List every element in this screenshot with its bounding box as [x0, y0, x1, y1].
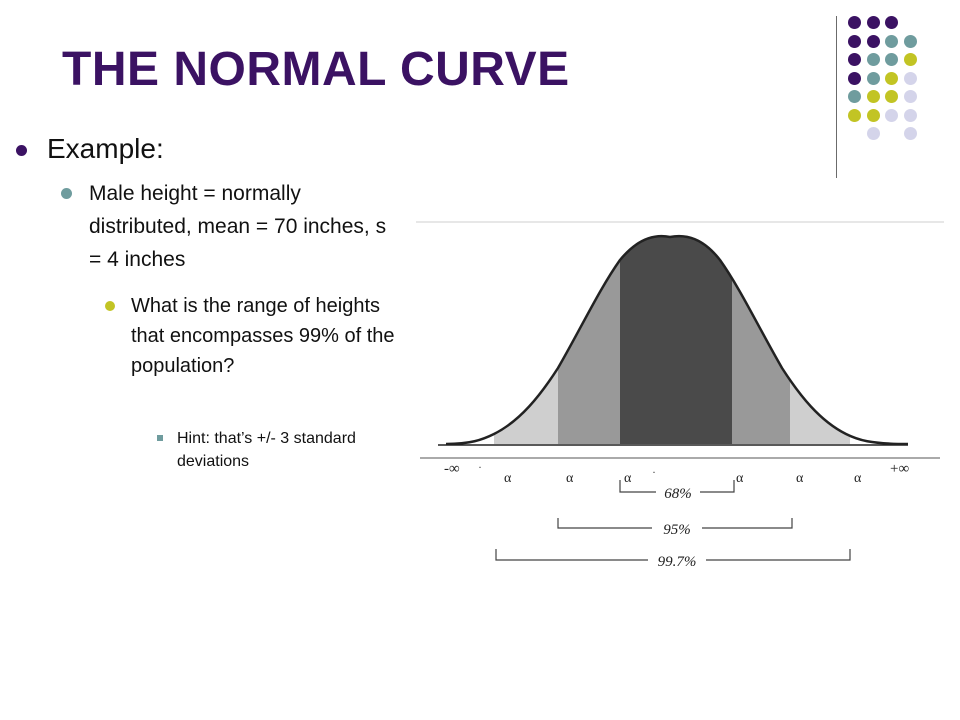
- axis-dot: ·: [478, 460, 482, 474]
- divider-line: [836, 16, 837, 178]
- decorative-dot: [885, 71, 898, 85]
- decorative-dot: [903, 71, 917, 85]
- decorative-dot: [866, 53, 880, 66]
- bullet-marker: [157, 435, 163, 441]
- decorative-dot: [848, 34, 861, 48]
- bullet-marker: [16, 145, 27, 156]
- sigma-tick-label: α: [854, 471, 862, 486]
- band-2sd-left: [558, 236, 620, 445]
- decorative-dot: [866, 71, 880, 85]
- bullet-text: Male height = normally distributed, mean…: [89, 182, 387, 271]
- sigma-tick-label: α: [624, 471, 632, 486]
- decorative-dot: [885, 108, 898, 122]
- curve-outline: [445, 234, 909, 446]
- decorative-dot: [866, 90, 880, 103]
- decorative-dot: [885, 53, 898, 66]
- decorative-dot: [885, 90, 898, 103]
- band-1sd-center: [620, 236, 732, 445]
- bullet-marker: [105, 301, 115, 311]
- bracket-label-95: 95%: [663, 522, 691, 538]
- band-tail-left: [446, 236, 494, 445]
- decorative-dot: [903, 108, 917, 122]
- decorative-dot: [903, 34, 917, 48]
- band-3sd-right: [790, 236, 850, 445]
- decorative-dot: [848, 108, 861, 122]
- decorative-dot: [866, 108, 880, 122]
- bracket-68: [619, 480, 735, 493]
- bracket-99-7: [495, 549, 851, 561]
- decorative-dot: [903, 127, 917, 140]
- sigma-tick-label: α: [796, 471, 804, 486]
- decorative-dot: [885, 34, 898, 48]
- normal-curve-figure: -∞ +∞ α α α α α α · · 68% 95% 99.7%: [416, 221, 944, 570]
- sigma-tick-label: α: [566, 471, 574, 486]
- band-2sd-right: [732, 236, 790, 445]
- decorative-dot: [903, 90, 917, 103]
- decorative-dot: [848, 53, 861, 66]
- bracket-label-68: 68%: [664, 486, 692, 502]
- bullet-text: Hint: that’s +/- 3 standard deviations: [177, 430, 356, 470]
- band-tail-right: [850, 236, 908, 445]
- sigma-tick-label: α: [504, 471, 512, 486]
- bullet-text: What is the range of heights that encomp…: [131, 295, 395, 377]
- bracket-95: [557, 518, 793, 529]
- decorative-dot: [885, 16, 898, 29]
- bracket-label-99-7: 99.7%: [658, 554, 697, 570]
- band-3sd-left: [494, 236, 558, 445]
- decorative-dot: [866, 34, 880, 48]
- decorative-dot: [848, 16, 861, 29]
- decorative-dot: [866, 127, 880, 140]
- decorative-dot: [848, 71, 861, 85]
- slide-title: THE NORMAL CURVE: [62, 43, 570, 96]
- decorative-dot: [866, 16, 880, 29]
- bullet-marker: [61, 188, 72, 199]
- axis-label-right: +∞: [890, 461, 909, 477]
- decorative-dot: [848, 90, 861, 103]
- axis-dot: ·: [652, 465, 656, 479]
- bullet-text: Example:: [47, 133, 164, 164]
- decorative-dot-grid: [848, 12, 948, 162]
- sigma-tick-label: α: [736, 471, 744, 486]
- decorative-dot: [903, 53, 917, 66]
- axis-label-left: -∞: [444, 461, 460, 477]
